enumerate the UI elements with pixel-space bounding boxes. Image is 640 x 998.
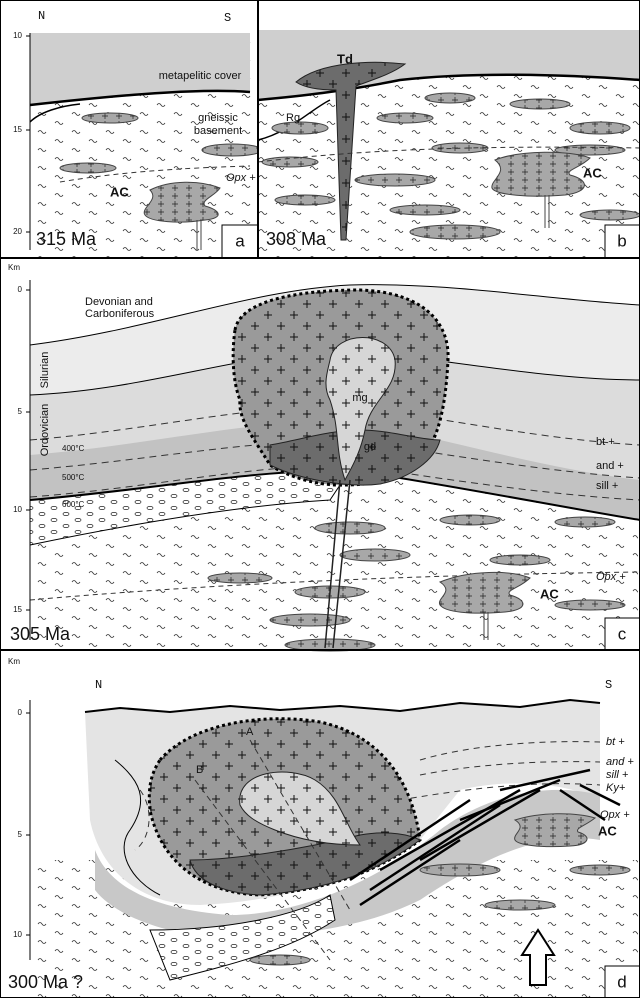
label: and + — [596, 460, 624, 472]
lens — [570, 865, 630, 875]
lens — [485, 900, 555, 910]
label: Devonian and — [85, 296, 153, 308]
figure: N S 10 15 20 metapelitic cover gneissic … — [0, 0, 640, 998]
label: 400°C — [62, 444, 85, 453]
label: b — [617, 231, 626, 250]
depth-tick — [26, 290, 30, 610]
lens — [555, 517, 615, 527]
lens — [377, 113, 433, 123]
label: gneissic — [198, 112, 238, 124]
label: A — [246, 726, 254, 738]
panel-c: Km 0 5 10 15 Devonian and Carboniferous … — [1, 259, 640, 652]
lens — [315, 522, 385, 534]
label: 10 — [13, 930, 22, 939]
label: S — [605, 678, 612, 692]
lens — [82, 113, 138, 123]
label: sill + — [596, 480, 618, 492]
label: Ky+ — [606, 782, 626, 794]
label: Opx + — [226, 172, 256, 184]
label: 20 — [13, 227, 22, 236]
label: mg — [352, 392, 367, 404]
label: c — [618, 624, 627, 643]
lens — [60, 163, 116, 173]
label: 10 — [13, 31, 22, 40]
label: 5 — [18, 407, 23, 416]
lens — [425, 93, 475, 103]
label: 5 — [18, 830, 23, 839]
panel-b: Td Rg AC 308 Ma b — [258, 1, 640, 259]
label: Ordovician — [39, 404, 51, 457]
label: and + — [606, 756, 634, 768]
label: a — [235, 231, 245, 250]
label: 600°C — [62, 500, 85, 509]
label: basement — [194, 125, 242, 137]
label: 500°C — [62, 473, 85, 482]
label: AC — [110, 184, 129, 199]
label: 315 Ma — [36, 229, 97, 249]
lens — [410, 225, 500, 239]
label: d — [617, 972, 626, 991]
lens — [390, 205, 460, 215]
lens — [490, 555, 550, 565]
lens — [270, 614, 350, 626]
label: 308 Ma — [266, 229, 327, 249]
lens — [420, 864, 500, 876]
label: Silurian — [39, 352, 51, 389]
label: Km — [8, 657, 20, 666]
label: AC — [583, 165, 602, 180]
label: 10 — [13, 505, 22, 514]
label: 15 — [13, 125, 22, 134]
lens — [250, 955, 310, 965]
depth-tick — [26, 36, 30, 232]
lens — [340, 549, 410, 561]
lens — [510, 99, 570, 109]
label: S — [224, 11, 231, 25]
lens — [208, 573, 272, 583]
label: 0 — [18, 285, 23, 294]
label: AC — [598, 823, 617, 838]
label: Opx + — [600, 809, 630, 821]
label: metapelitic cover — [159, 70, 242, 82]
label: sill + — [606, 769, 629, 781]
label: N — [95, 678, 102, 692]
lens — [555, 600, 625, 610]
label: N — [38, 9, 45, 23]
label: bt + — [606, 736, 625, 748]
label: Km — [8, 263, 20, 272]
lens — [202, 144, 262, 156]
lens — [440, 515, 500, 525]
label: 305 Ma — [10, 624, 71, 644]
label: 300 Ma ? — [8, 972, 83, 992]
label: Carboniferous — [85, 308, 155, 320]
label: Rg — [286, 112, 300, 124]
panel-d: Km N S 0 5 10 A B bt + and + sill + Ky+ … — [1, 651, 640, 998]
depth-tick — [26, 713, 30, 935]
label: Td — [337, 51, 353, 66]
label: gd — [364, 441, 376, 453]
lens — [570, 122, 630, 134]
label: Opx + — [596, 571, 626, 583]
label: B — [196, 764, 203, 776]
lens — [262, 157, 318, 167]
lens — [580, 210, 640, 220]
label: bt + — [596, 436, 615, 448]
lens — [355, 174, 435, 186]
lens — [275, 195, 335, 205]
label: AC — [540, 586, 559, 601]
label: 15 — [13, 605, 22, 614]
panel-a: N S 10 15 20 metapelitic cover gneissic … — [1, 1, 263, 259]
label: 0 — [18, 708, 23, 717]
